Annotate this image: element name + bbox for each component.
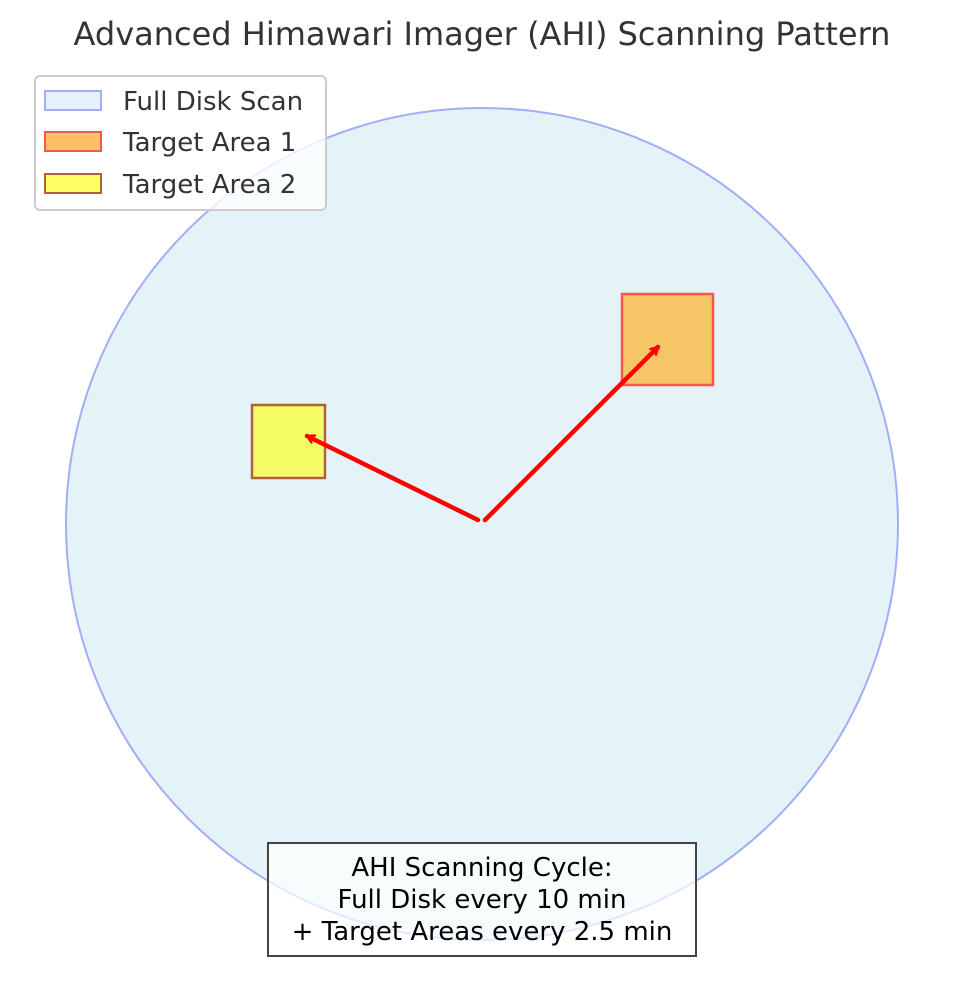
legend-frame — [34, 75, 327, 211]
legend-label-target-area-2: Target Area 2 — [122, 170, 296, 200]
legend-label-full-disk: Full Disk Scan — [123, 87, 303, 117]
arrow-to-target-area-1 — [482, 344, 661, 523]
diagram-title: Advanced Himawari Imager (AHI) Scanning … — [74, 15, 891, 53]
legend-swatch-target-area-2 — [44, 173, 102, 194]
note-frame — [267, 842, 697, 957]
scanning-cycle-note: AHI Scanning Cycle: Full Disk every 10 m… — [267, 842, 697, 957]
legend-swatch-full-disk — [44, 90, 102, 111]
legend-swatch-target-area-1 — [44, 131, 102, 152]
legend-label-target-area-1: Target Area 1 — [122, 128, 296, 158]
full-disk-scan-area — [65, 107, 899, 941]
note-line-3: + Target Areas every 2.5 min — [292, 917, 673, 947]
legend: Full Disk Scan Target Area 1 Target Area… — [34, 75, 327, 211]
note-line-2: Full Disk every 10 min — [338, 885, 627, 915]
arrow-to-target-area-2 — [304, 433, 481, 523]
note-line-1: AHI Scanning Cycle: — [351, 853, 612, 883]
